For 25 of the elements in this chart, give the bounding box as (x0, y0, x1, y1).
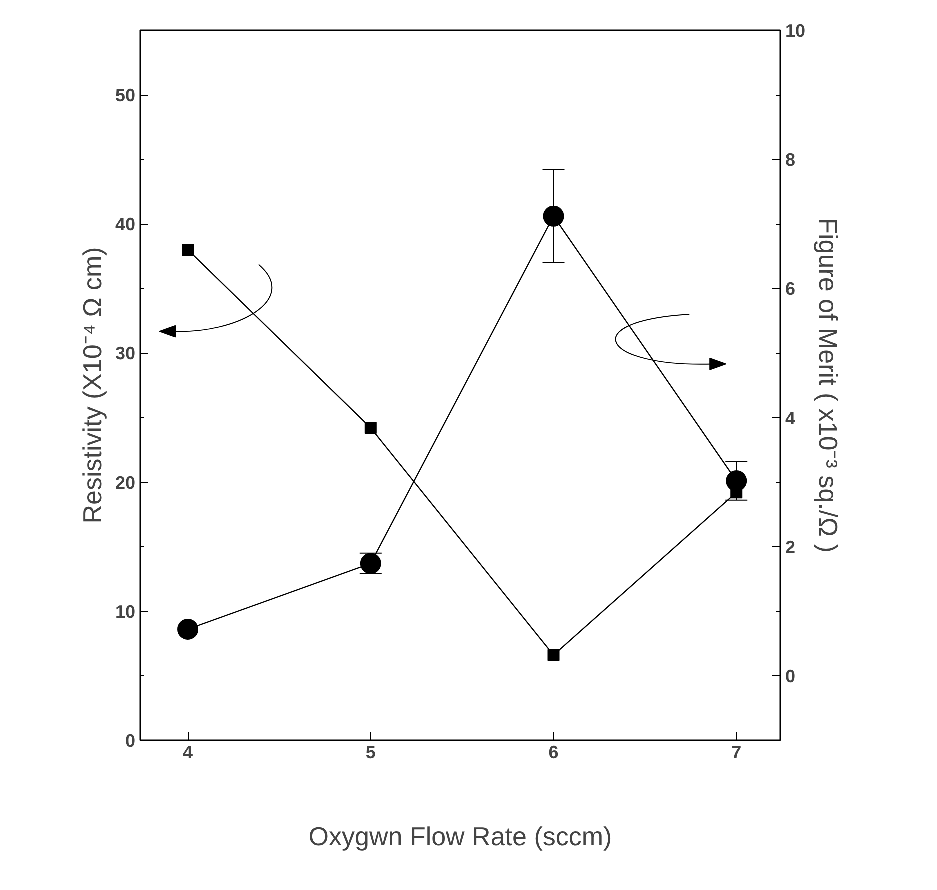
point (182, 244, 194, 256)
x-tick-label: 5 (366, 742, 376, 762)
y2-tick-label: 10 (786, 21, 806, 41)
y-tick-label: 50 (115, 86, 136, 106)
y-axis-title: Resistivity (X10⁻⁴ Ω cm) (77, 247, 108, 524)
x-tick-label: 4 (183, 742, 194, 762)
y-tick-label: 0 (125, 731, 136, 751)
point (364, 422, 377, 434)
point (726, 470, 748, 492)
y2-tick-label: 8 (786, 150, 796, 170)
y-tick-label: 10 (115, 602, 136, 622)
point (543, 206, 564, 227)
y2-axis-title: Figure of Merit ( x10⁻³ sq./Ω ) (814, 218, 844, 553)
x-tick-label: 6 (548, 742, 559, 762)
x-axis-title: Oxygwn Flow Rate (sccm) (308, 822, 612, 852)
x-tick-label: 7 (732, 742, 742, 762)
y2-tick-label: 2 (786, 537, 796, 558)
y-tick-label: 20 (115, 472, 136, 493)
point (548, 649, 560, 662)
y-tick-label: 30 (115, 344, 136, 364)
y2-tick-label: 6 (786, 279, 796, 300)
y2-tick-label: 0 (786, 666, 796, 686)
point (178, 619, 199, 640)
y2-tick-label: 4 (786, 408, 796, 428)
y-tick-label: 40 (115, 214, 136, 235)
